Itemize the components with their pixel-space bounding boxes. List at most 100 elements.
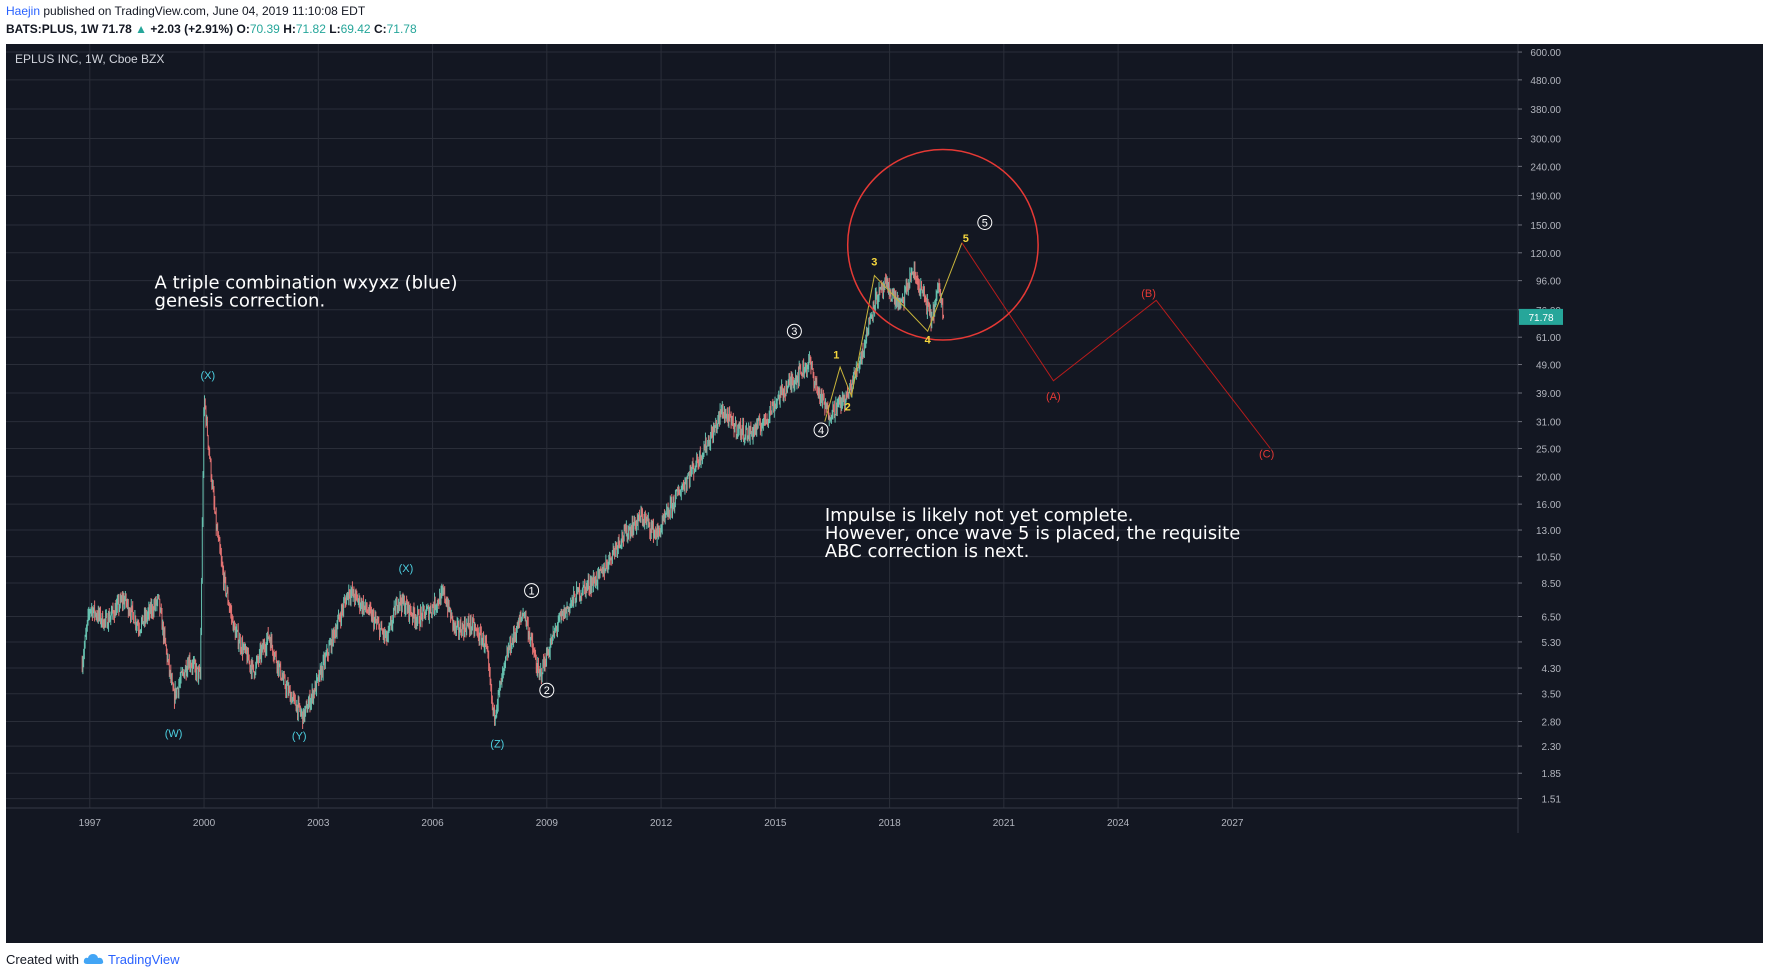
created-with-label: Created with [6, 952, 79, 967]
change-arrow-icon: ▲ [135, 22, 148, 36]
wave-label: 5 [963, 233, 969, 245]
symbol-name: BATS:PLUS, 1W [6, 22, 99, 36]
price-tick-label: 39.00 [1536, 389, 1561, 400]
price-tick-label: 6.50 [1542, 612, 1562, 623]
price-tick-label: 31.00 [1536, 418, 1561, 429]
axes-layer: 600.00 480.00 380.00 300.00 240.00 190.00 150.… [6, 44, 1563, 833]
price-tick-label: 10.50 [1536, 553, 1561, 564]
annotation-text: A triple combination wxyxz (blue) [155, 273, 458, 294]
wave-label-circle [539, 682, 555, 698]
wave-label-circle [977, 214, 993, 230]
low-value: 69.42 [340, 22, 371, 36]
wave-label: (Z) [490, 738, 504, 750]
last-price-badge [1519, 308, 1563, 325]
wave-label: 3 [791, 326, 797, 338]
price-tick-label: 20.00 [1536, 472, 1561, 483]
close-value: 71.78 [386, 22, 417, 36]
red-abc-path [961, 242, 1271, 449]
wave-label: 4 [818, 425, 824, 437]
price-tick-label: 49.00 [1536, 361, 1561, 372]
wave-labels-layer: (W) (X) (Y) (X) (Z) 1 2 3 4 5 1 2 3 4 5 (A) (B) (C) [165, 214, 1274, 750]
wave-label: 3 [871, 256, 877, 268]
price-change: +2.03 (+2.91%) [150, 22, 234, 36]
time-tick-label: 2027 [1221, 818, 1244, 829]
chart-title: EPLUS INC, 1W, Cboe BZX [15, 52, 164, 66]
wave-label: 1 [529, 586, 535, 598]
price-tick-label: 1.85 [1542, 769, 1562, 780]
price-tick-label: 2.80 [1542, 718, 1562, 729]
wave-label: 5 [982, 217, 988, 229]
wave-label: 2 [544, 685, 550, 697]
price-tick-label: 240.00 [1530, 162, 1561, 173]
symbol-line: BATS:PLUS, 1W 71.78 ▲ +2.03 (+2.91%) O:7… [6, 22, 417, 36]
close-label: C: [373, 22, 387, 36]
price-tick-label: 3.50 [1542, 690, 1562, 701]
price-tick-label: 2.30 [1542, 742, 1562, 753]
last-price-badge-label: 71.78 [1528, 313, 1553, 324]
low-label: L: [329, 22, 341, 36]
wave-label-circle [524, 583, 540, 599]
time-tick-label: 1997 [79, 818, 102, 829]
time-tick-label: 2009 [536, 818, 559, 829]
publish-line: Haejin published on TradingView.com, Jun… [6, 4, 365, 18]
last-price: 71.78 [101, 22, 132, 36]
time-tick-label: 2000 [193, 818, 216, 829]
candles-layer [81, 261, 944, 729]
grid-layer [6, 44, 1518, 808]
wave-label: (W) [165, 728, 183, 740]
wave-label-circle [813, 422, 829, 438]
tradingview-link[interactable]: TradingView [108, 952, 180, 967]
price-tick-label: 380.00 [1530, 105, 1561, 116]
tradingview-cloud-icon [83, 952, 108, 967]
annotation-text: Impulse is likely not yet complete. [825, 505, 1134, 526]
wave-label-circle [786, 323, 802, 339]
time-tick-label: 2003 [307, 818, 330, 829]
wave-label: (A) [1046, 391, 1061, 403]
price-tick-label: 16.00 [1536, 500, 1561, 511]
price-tick-label: 150.00 [1530, 221, 1561, 232]
time-tick-label: 2024 [1107, 818, 1130, 829]
price-tick-label: 13.00 [1536, 526, 1561, 537]
wave-label: (Y) [292, 731, 307, 743]
price-tick-label: 480.00 [1530, 76, 1561, 87]
yellow-wave-path [824, 242, 963, 422]
red-target-circle [846, 148, 1039, 341]
wave-label: 2 [845, 401, 851, 413]
price-tick-label: 300.00 [1530, 135, 1561, 146]
price-tick-label: 190.00 [1530, 191, 1561, 202]
time-tick-label: 2021 [993, 818, 1016, 829]
price-tick-label: 4.30 [1542, 664, 1562, 675]
price-tick-label: 5.30 [1542, 638, 1562, 649]
open-value: 70.39 [249, 22, 280, 36]
high-label: H: [283, 22, 296, 36]
wave-label: (X) [201, 370, 216, 382]
price-tick-label: 8.50 [1542, 579, 1562, 590]
wave-label: (B) [1141, 288, 1156, 300]
annotation-text: genesis correction. [155, 291, 326, 312]
time-tick-label: 2012 [650, 818, 673, 829]
wave-label: 4 [925, 334, 932, 346]
price-chart[interactable]: (W) (X) (Y) (X) (Z) 1 2 3 4 5 1 2 3 4 5 (A) (B) (C) A tri… [6, 44, 1763, 943]
price-tick-label: 1.51 [1542, 795, 1562, 806]
time-tick-label: 2015 [764, 818, 787, 829]
annotations-layer: A triple combination wxyxz (blue)genesis… [155, 273, 1241, 562]
wave-label: 1 [833, 350, 839, 362]
footer: Created with TradingView [6, 952, 180, 967]
time-tick-label: 2018 [878, 818, 901, 829]
published-text: published on TradingView.com, June 04, 2… [43, 4, 366, 18]
annotation-text: However, once wave 5 is placed, the requ… [825, 523, 1241, 544]
wave-label: (X) [399, 563, 414, 575]
price-tick-label: 61.00 [1536, 333, 1561, 344]
high-value: 71.82 [295, 22, 326, 36]
annotation-text: ABC correction is next. [825, 541, 1030, 562]
chart-panel[interactable]: (W) (X) (Y) (X) (Z) 1 2 3 4 5 1 2 3 4 5 (A) (B) (C) A tri… [6, 44, 1763, 943]
wave-label: (C) [1259, 449, 1274, 461]
price-tick-label: 25.00 [1536, 444, 1561, 455]
author-link[interactable]: Haejin [6, 4, 41, 18]
time-tick-label: 2006 [421, 818, 444, 829]
price-tick-label: 600.00 [1530, 48, 1561, 59]
price-tick-label: 120.00 [1530, 249, 1561, 260]
wave-lines-layer [824, 148, 1271, 449]
open-label: O: [236, 22, 250, 36]
price-tick-label: 96.00 [1536, 277, 1561, 288]
